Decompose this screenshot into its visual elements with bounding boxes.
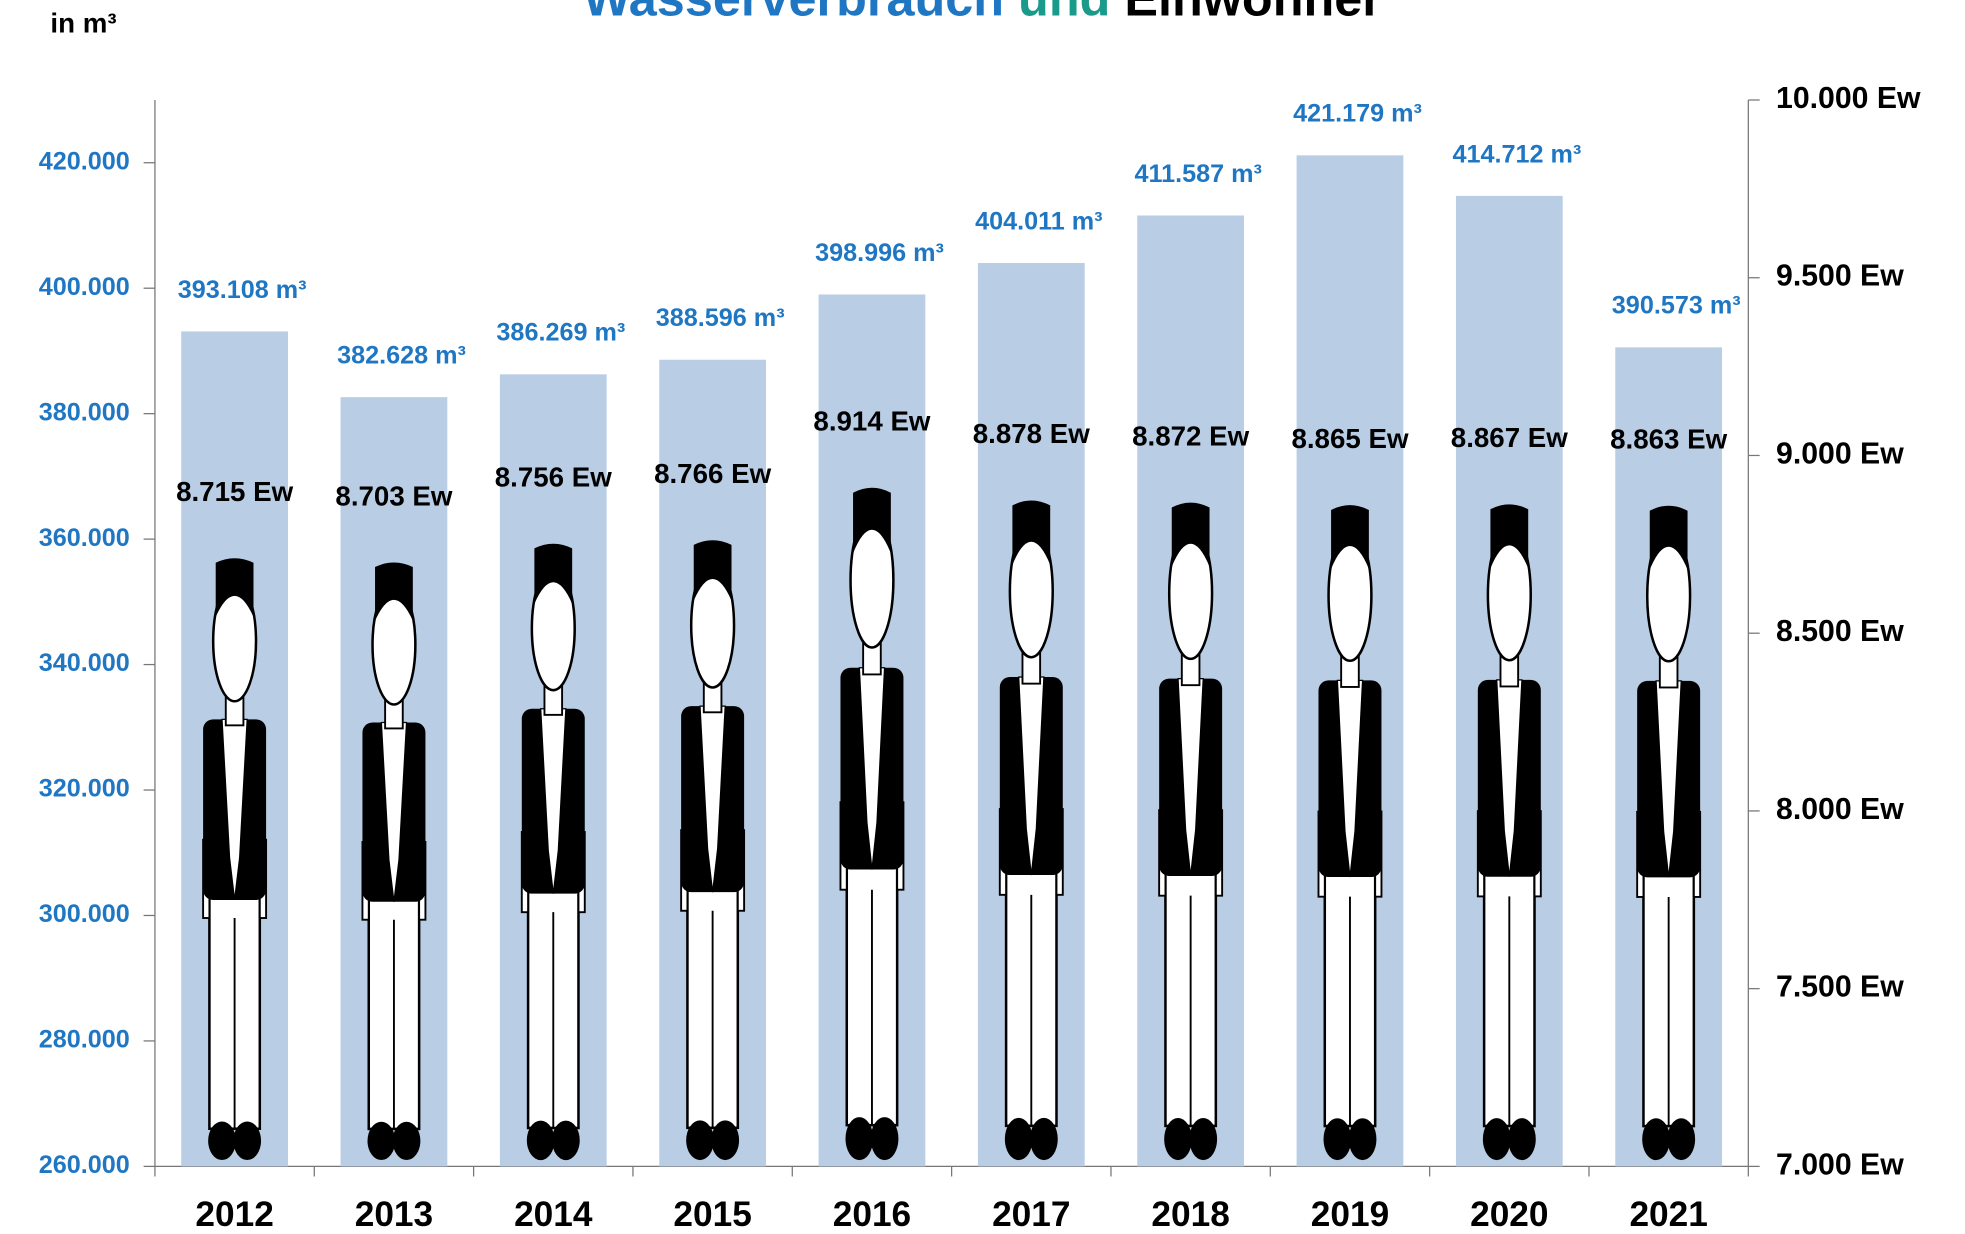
y2-tick-label: 8.500 Ew [1776, 615, 1904, 648]
person-figure [680, 540, 746, 1161]
x-tick-label: 2012 [195, 1195, 273, 1229]
shoe [1508, 1118, 1536, 1161]
shoe [367, 1121, 396, 1161]
hair [215, 558, 254, 617]
value-label: 8.863 Ew [1610, 424, 1728, 455]
x-tick-label: 2019 [1311, 1195, 1389, 1229]
hair [1171, 502, 1210, 567]
y2-tick-label: 9.000 Ew [1776, 437, 1904, 470]
person-figure [1317, 505, 1383, 1161]
hair [375, 562, 413, 621]
y2-tick-label: 7.500 Ew [1776, 971, 1904, 1004]
title-part: und [1018, 0, 1110, 27]
person-figure [361, 562, 427, 1161]
y-tick-label: 380.000 [39, 398, 130, 426]
shoe [1164, 1118, 1192, 1161]
hair [1490, 504, 1529, 569]
person-figure [839, 487, 905, 1161]
shoe [1667, 1118, 1696, 1161]
y2-tick-label: 7.000 Ew [1776, 1148, 1904, 1181]
hair [1012, 500, 1051, 565]
y-tick-label: 320.000 [39, 775, 130, 803]
x-tick-label: 2017 [992, 1195, 1070, 1229]
shoe [208, 1121, 236, 1161]
value-label: 414.712 m³ [1452, 140, 1581, 168]
hair [1649, 505, 1688, 570]
shoe [233, 1121, 262, 1161]
value-label: 8.914 Ew [813, 405, 931, 436]
hair [853, 487, 891, 554]
shoe [1642, 1118, 1670, 1161]
y-tick-label: 420.000 [39, 147, 130, 175]
shoe [1482, 1118, 1511, 1161]
value-label: 398.996 m³ [815, 239, 944, 267]
value-label: 390.573 m³ [1612, 292, 1741, 320]
x-tick-label: 2020 [1470, 1195, 1548, 1229]
shoe [1004, 1117, 1033, 1161]
shoe [526, 1120, 555, 1161]
value-label: 411.587 m³ [1134, 160, 1261, 188]
x-tick-label: 2015 [673, 1195, 751, 1229]
shoe [1323, 1118, 1352, 1161]
hair [693, 540, 732, 601]
y-axis-label: in m³ [50, 8, 116, 39]
y2-tick-label: 8.000 Ew [1776, 793, 1904, 826]
person-figure [1158, 502, 1224, 1161]
x-tick-label: 2013 [355, 1195, 433, 1229]
shoe [1189, 1118, 1218, 1161]
hair [534, 543, 573, 604]
value-label: 8.756 Ew [495, 462, 613, 493]
shoe [392, 1121, 421, 1161]
person-figure [1476, 504, 1542, 1161]
value-label: 8.703 Ew [335, 480, 453, 511]
value-label: 382.628 m³ [337, 342, 466, 370]
shoe [711, 1120, 740, 1161]
shoe [552, 1120, 580, 1161]
value-label: 393.108 m³ [178, 276, 307, 304]
x-tick-label: 2021 [1629, 1195, 1707, 1229]
value-label: 8.766 Ew [654, 458, 772, 489]
shoe [845, 1117, 874, 1161]
x-tick-label: 2018 [1151, 1195, 1229, 1229]
person-figure [520, 543, 586, 1161]
value-label: 8.867 Ew [1451, 422, 1569, 453]
person-figure [1636, 505, 1702, 1161]
chart-body: in m³ Wasserverbrauch und Einwohner 260.… [39, 0, 1921, 1234]
y-tick-label: 260.000 [39, 1151, 130, 1179]
x-tick-label: 2014 [514, 1195, 593, 1229]
value-label: 386.269 m³ [496, 319, 625, 347]
value-label: 404.011 m³ [975, 207, 1102, 235]
y-tick-label: 280.000 [39, 1026, 130, 1054]
y-tick-label: 300.000 [39, 900, 130, 928]
value-label: 388.596 m³ [656, 304, 785, 332]
chart-title: Wasserverbrauch und Einwohner [583, 0, 1382, 27]
shoe [686, 1120, 714, 1161]
shoe [870, 1117, 899, 1161]
y-tick-label: 360.000 [39, 524, 130, 552]
y-tick-label: 340.000 [39, 649, 130, 677]
value-label: 8.715 Ew [176, 476, 294, 507]
value-label: 421.179 m³ [1293, 100, 1422, 128]
title-part: Einwohner [1124, 0, 1381, 27]
value-label: 8.865 Ew [1291, 423, 1409, 454]
y-tick-label: 400.000 [39, 273, 130, 301]
x-tick-label: 2016 [833, 1195, 911, 1229]
shoe [1348, 1118, 1377, 1161]
person-figure [202, 558, 268, 1161]
person-figure [998, 500, 1064, 1161]
shoe [1030, 1117, 1058, 1161]
title-part: Wasserverbrauch [583, 0, 1004, 27]
y2-tick-label: 9.500 Ew [1776, 260, 1904, 293]
y2-tick-label: 10.000 Ew [1776, 82, 1921, 115]
hair [1331, 505, 1369, 569]
value-label: 8.872 Ew [1132, 420, 1250, 451]
value-label: 8.878 Ew [973, 418, 1091, 449]
